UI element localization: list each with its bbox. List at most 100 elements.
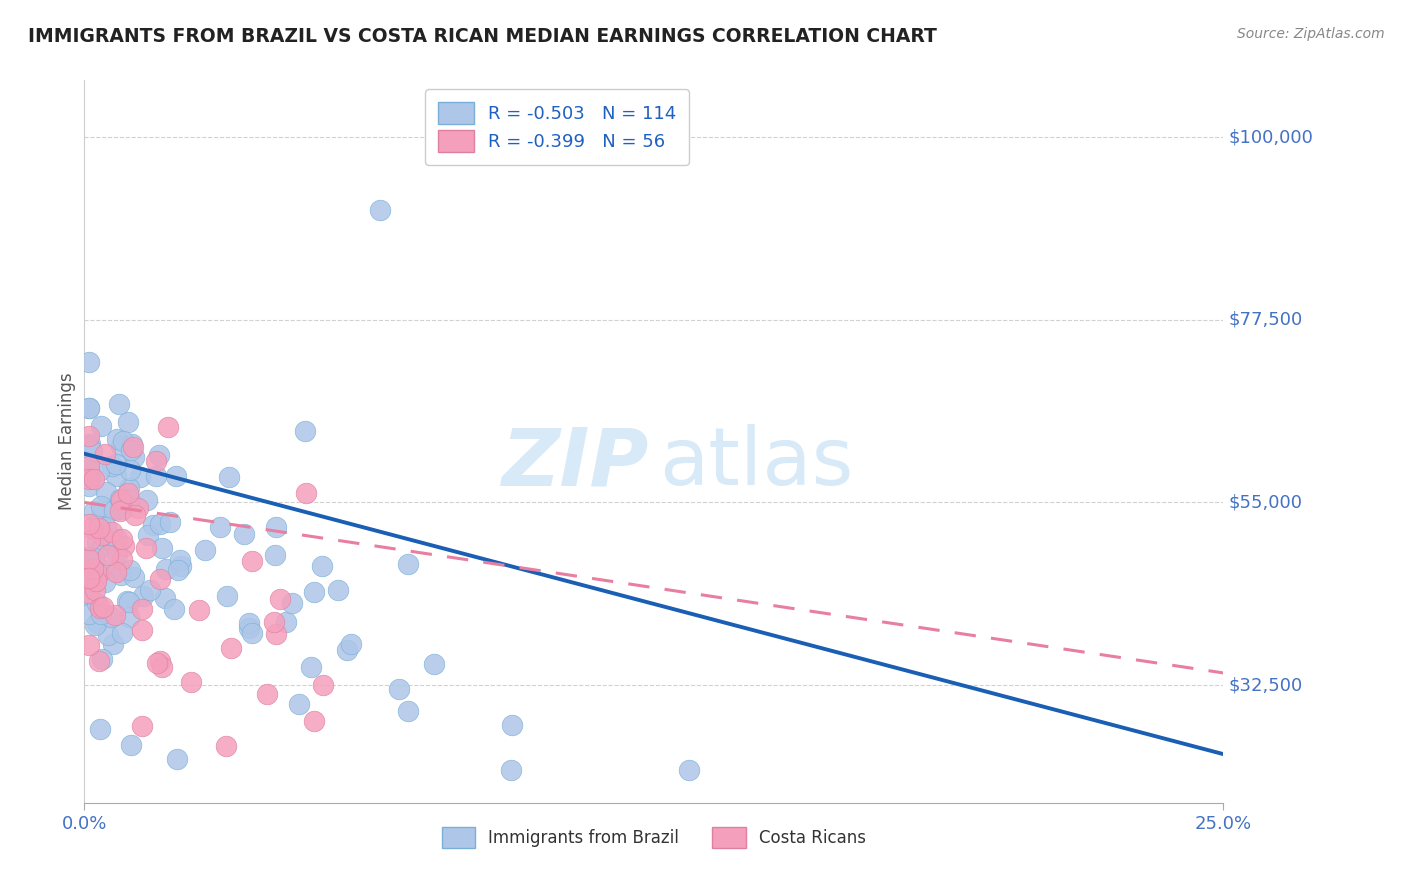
Point (101, 525, 124, 540)
Point (121, 440, 143, 454)
Point (80, 521, 103, 535)
Point (77, 586, 100, 600)
Point (166, 752, 188, 766)
Point (127, 501, 149, 516)
Point (264, 627, 287, 641)
Point (94, 447, 117, 461)
Point (110, 492, 132, 507)
Point (86, 534, 108, 549)
Point (117, 415, 139, 429)
Point (159, 516, 181, 530)
Point (77, 463, 100, 477)
Point (118, 609, 141, 624)
Point (77, 574, 100, 589)
Point (77, 564, 100, 578)
Point (215, 589, 238, 603)
Point (120, 442, 142, 457)
Point (501, 718, 523, 732)
Point (77, 429, 100, 443)
Point (84, 574, 107, 588)
Point (148, 448, 170, 462)
Point (103, 503, 125, 517)
Point (263, 548, 285, 562)
Point (136, 527, 159, 541)
Point (90, 652, 112, 666)
Point (80, 468, 103, 483)
Point (150, 541, 173, 555)
Point (89, 511, 111, 525)
Point (112, 434, 135, 448)
Point (77, 517, 100, 532)
Point (111, 626, 134, 640)
Point (77, 401, 100, 415)
Point (77, 441, 100, 455)
Point (87, 464, 110, 478)
Point (91, 528, 114, 542)
Point (101, 459, 124, 474)
Point (79, 436, 101, 450)
Point (139, 582, 162, 597)
Point (117, 481, 139, 495)
Point (240, 626, 263, 640)
Point (89, 722, 111, 736)
Point (299, 660, 322, 674)
Point (396, 558, 419, 572)
Point (83, 617, 105, 632)
Point (396, 704, 419, 718)
Point (370, 203, 392, 218)
Point (256, 687, 278, 701)
Point (91, 599, 114, 614)
Point (111, 502, 134, 516)
Point (77, 479, 100, 493)
Point (105, 532, 128, 546)
Point (94, 484, 117, 499)
Point (83, 472, 105, 486)
Point (103, 536, 125, 550)
Point (79, 533, 101, 548)
Point (336, 643, 359, 657)
Point (83, 582, 105, 597)
Point (136, 493, 159, 508)
Point (149, 654, 172, 668)
Point (115, 594, 138, 608)
Point (150, 660, 173, 674)
Point (240, 554, 263, 568)
Point (117, 486, 139, 500)
Y-axis label: Median Earnings: Median Earnings (58, 373, 76, 510)
Point (104, 565, 127, 579)
Point (238, 615, 260, 630)
Point (87, 521, 110, 535)
Point (187, 603, 209, 617)
Text: atlas: atlas (659, 425, 853, 502)
Point (311, 558, 333, 573)
Point (232, 526, 254, 541)
Point (131, 623, 153, 637)
Point (89, 561, 111, 575)
Point (423, 657, 446, 672)
Point (87, 566, 110, 581)
Point (149, 517, 172, 532)
Point (110, 493, 132, 508)
Point (170, 559, 193, 574)
Point (105, 540, 128, 554)
Point (274, 615, 297, 630)
Point (302, 584, 325, 599)
Point (96, 520, 118, 534)
Point (77, 552, 100, 566)
Point (86, 596, 108, 610)
Point (194, 543, 217, 558)
Point (263, 615, 285, 630)
Point (110, 567, 132, 582)
Point (238, 620, 260, 634)
Point (100, 610, 122, 624)
Point (219, 640, 242, 655)
Point (156, 420, 179, 434)
Point (101, 637, 124, 651)
Point (118, 491, 141, 506)
Point (97, 548, 120, 562)
Point (180, 674, 202, 689)
Point (77, 549, 100, 564)
Point (118, 563, 141, 577)
Point (83, 504, 105, 518)
Point (105, 547, 128, 561)
